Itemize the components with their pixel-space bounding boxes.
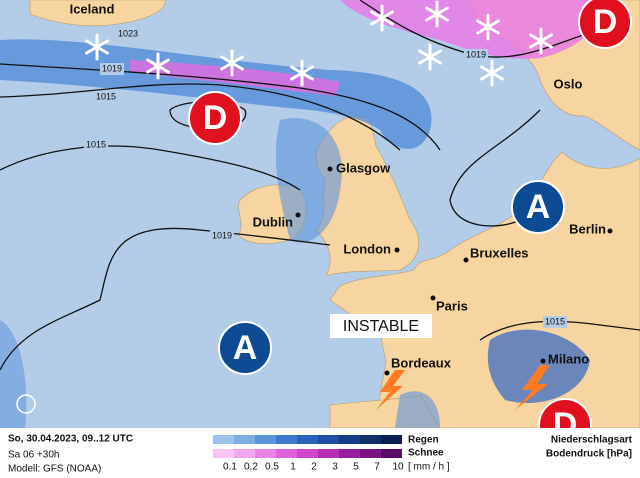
city-label: Bordeaux — [391, 355, 452, 370]
model: Modell: GFS (NOAA) — [8, 464, 101, 475]
city-label: London — [343, 241, 391, 256]
isobar-label: 1015 — [545, 316, 565, 326]
scale-label: 1 — [290, 462, 296, 473]
snow-swatch — [297, 449, 318, 458]
pressure-center — [188, 91, 242, 145]
snow-swatch — [381, 449, 402, 458]
city-dot — [384, 370, 390, 376]
isobars — [0, 0, 640, 371]
city-dot — [463, 257, 469, 263]
rain-swatch — [339, 435, 360, 444]
pressure-center-label: A — [233, 329, 258, 367]
isobar-label: 1015 — [86, 139, 106, 149]
scale-label: 7 — [374, 462, 380, 473]
snow-stroke — [418, 49, 442, 65]
city-label: Iceland — [70, 1, 115, 16]
isobar-label: 1019 — [102, 63, 122, 73]
date: So, 30.04.2023, 09..12 UTC — [8, 434, 133, 445]
lightning — [376, 365, 550, 410]
annotation: INSTABLE — [343, 318, 419, 335]
isobar-label-bg — [543, 316, 567, 328]
snow-symbols — [85, 0, 553, 87]
isobar-label: 1023 — [118, 28, 138, 38]
snow-swatch — [360, 449, 381, 458]
pressure-center — [511, 180, 565, 234]
isobar-label-bg — [464, 49, 488, 61]
run: Sa 06 +30h — [8, 450, 59, 461]
isobar-label: 1019 — [466, 49, 486, 59]
city-dot — [607, 228, 613, 234]
unit: [ mm / h ] — [408, 462, 450, 473]
rain-swatch — [276, 435, 297, 444]
snow-stroke — [476, 19, 500, 35]
scale-label: 0.2 — [244, 462, 258, 473]
scale-label: 3 — [332, 462, 338, 473]
city-label: Paris — [436, 298, 468, 313]
snow-stroke — [480, 65, 504, 81]
logo — [16, 394, 36, 414]
pressure-center-label: A — [526, 188, 551, 226]
snow-swatch — [255, 449, 276, 458]
isobar-label-bg — [116, 28, 140, 40]
city-dot — [430, 295, 436, 301]
city-dot — [327, 166, 333, 172]
city-dot — [540, 358, 546, 364]
snow-label: Schnee — [408, 448, 444, 459]
type-label: Niederschlagsart — [551, 435, 633, 446]
isobar-label: 1015 — [96, 91, 116, 101]
city-label: Glasgow — [336, 160, 391, 175]
isobar-label-bg — [100, 63, 124, 75]
annotation-box — [330, 314, 432, 338]
snow-stroke — [220, 55, 244, 71]
pressure-label: Bodendruck [hPa] — [546, 449, 632, 460]
city-label: Dublin — [253, 214, 293, 229]
city-label: Bruxelles — [470, 245, 529, 260]
scale-label: 10 — [392, 462, 404, 473]
isobar-label-bg — [210, 230, 234, 242]
scale-label: 2 — [311, 462, 317, 473]
rain-swatch — [318, 435, 339, 444]
rain-swatch — [213, 435, 234, 444]
rain-swatch — [255, 435, 276, 444]
city-label: Berlin — [569, 221, 606, 236]
rain-label: Regen — [408, 435, 439, 446]
isobar-label-bg — [94, 91, 118, 103]
rain-swatch — [297, 435, 318, 444]
isobar-label-bg — [84, 139, 108, 151]
city-label: Milano — [548, 351, 589, 366]
city-label: Oslo — [554, 76, 583, 91]
scale-label: 0.5 — [265, 462, 279, 473]
snow-stroke — [529, 33, 553, 49]
city-dot — [394, 247, 400, 253]
snow-swatch — [213, 449, 234, 458]
scale-label: 0.1 — [223, 462, 237, 473]
city-dot — [295, 212, 301, 218]
isobar-label: 1019 — [212, 230, 232, 240]
snow-swatch — [318, 449, 339, 458]
scale-label: 5 — [353, 462, 359, 473]
snow-stroke — [425, 6, 449, 22]
snow-stroke — [85, 39, 109, 55]
snow-swatch — [234, 449, 255, 458]
rain-swatch — [234, 435, 255, 444]
snow-swatch — [339, 449, 360, 458]
snow-stroke — [370, 10, 394, 26]
rain-swatch — [381, 435, 402, 444]
snow-stroke — [290, 65, 314, 81]
snow-stroke — [146, 58, 170, 74]
snow-swatch — [276, 449, 297, 458]
pressure-center — [218, 321, 272, 375]
pressure-center-label: D — [203, 99, 228, 137]
pressure-center-label: D — [593, 3, 618, 41]
pressure-center — [578, 0, 632, 49]
rain-swatch — [360, 435, 381, 444]
